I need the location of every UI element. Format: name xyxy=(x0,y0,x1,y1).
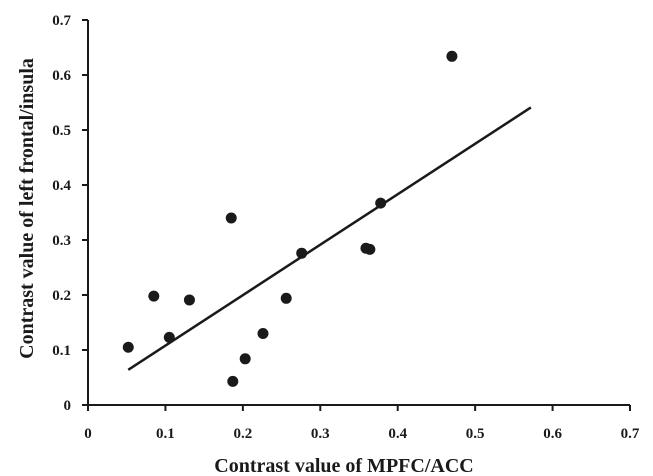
x-tick-label: 0.4 xyxy=(388,426,407,442)
x-tick-label: 0.7 xyxy=(621,426,640,442)
data-point xyxy=(375,197,387,209)
data-point xyxy=(122,341,134,353)
y-axis-title: Contrast value of left frontal/insula xyxy=(16,58,38,359)
data-point xyxy=(364,243,376,255)
y-tick-label: 0.4 xyxy=(52,178,71,194)
x-axis-title: Contrast value of MPFC/ACC xyxy=(214,455,473,476)
data-point xyxy=(296,247,308,259)
x-tick-label: 0.2 xyxy=(233,426,252,442)
x-tick-label: 0.1 xyxy=(156,426,175,442)
data-points xyxy=(122,50,458,387)
y-tick-label: 0.1 xyxy=(52,343,71,359)
y-tick-label: 0.7 xyxy=(52,13,71,29)
x-tick-label: 0.5 xyxy=(466,426,485,442)
y-tick-label: 0.3 xyxy=(52,233,71,249)
axes xyxy=(87,20,630,406)
data-point xyxy=(280,292,292,304)
y-tick-label: 0 xyxy=(64,398,72,414)
x-axis-ticks: 0 0.1 0.2 0.3 0.4 0.5 0.6 0.7 xyxy=(84,405,640,442)
data-point xyxy=(239,353,251,365)
y-tick-label: 0.5 xyxy=(52,123,71,139)
y-axis-ticks: 0 0.1 0.2 0.3 0.4 0.5 0.6 0.7 xyxy=(52,13,88,414)
x-tick-label: 0 xyxy=(84,426,92,442)
y-tick-label: 0.2 xyxy=(52,288,71,304)
data-point xyxy=(183,294,195,306)
x-tick-label: 0.3 xyxy=(311,426,330,442)
data-point xyxy=(227,375,239,387)
trend-line xyxy=(127,106,532,371)
data-point xyxy=(163,331,175,343)
data-point xyxy=(446,50,458,62)
data-point xyxy=(148,290,160,302)
y-tick-label: 0.6 xyxy=(52,68,71,84)
x-tick-label: 0.6 xyxy=(543,426,562,442)
data-point xyxy=(225,212,237,224)
data-point xyxy=(257,328,269,339)
